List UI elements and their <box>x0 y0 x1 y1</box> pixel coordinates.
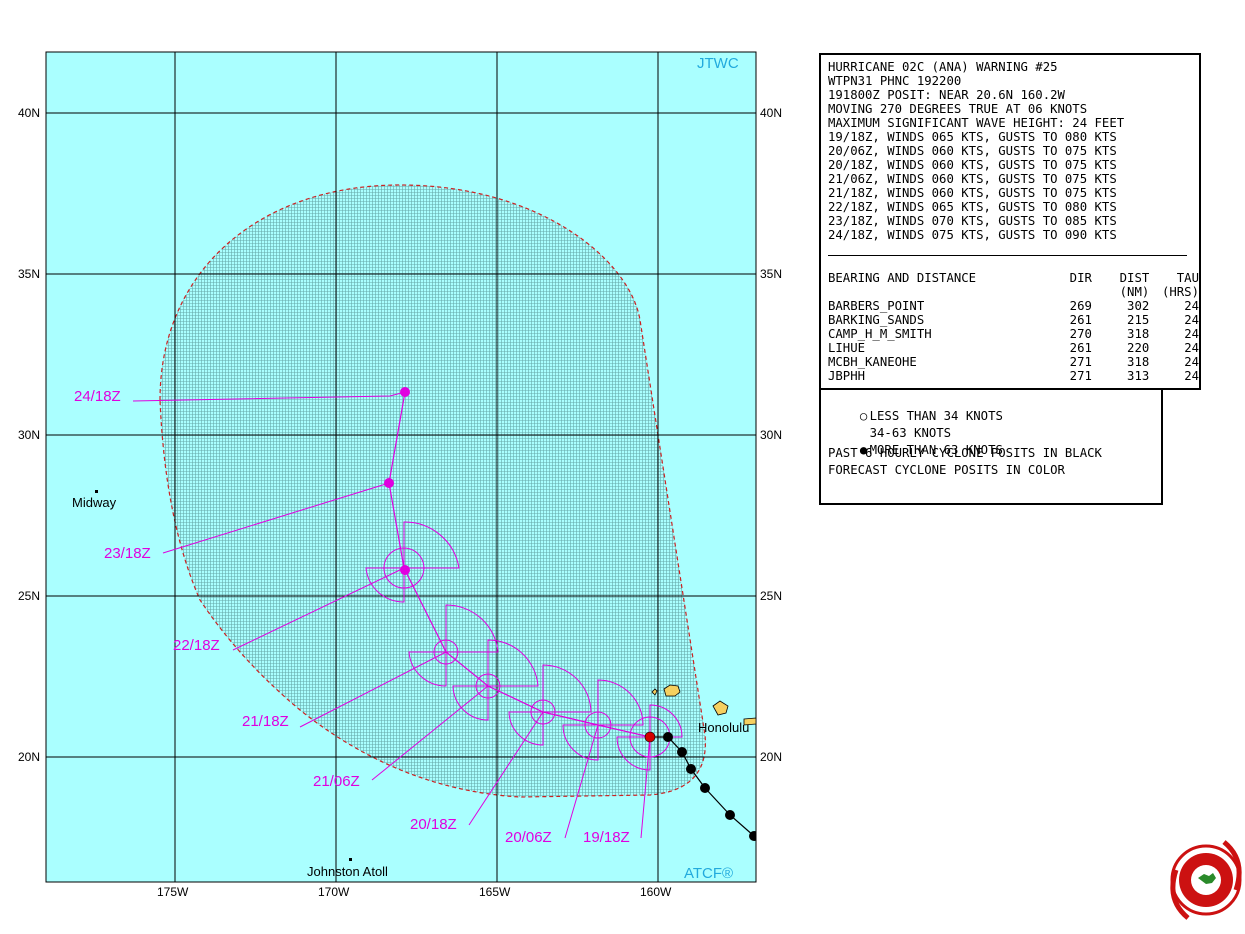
bearing-location: LIHUE <box>828 341 1058 355</box>
bearing-row: CAMP_H_M_SMITH 270 318 24 <box>828 327 1199 341</box>
pos-241800 <box>400 387 410 397</box>
lat-label-30n: 30N <box>18 428 40 442</box>
bearing-dir: 261 <box>1058 313 1092 327</box>
legend-note-forecast: FORECAST CYCLONE POSITS IN COLOR <box>828 463 1065 477</box>
fcst-label-231800: 23/18Z <box>104 545 151 562</box>
org-label: JTWC <box>697 55 739 72</box>
bearing-dir: 261 <box>1058 341 1092 355</box>
bearing-dist: 215 <box>1092 313 1149 327</box>
bearing-dist: 313 <box>1092 369 1149 383</box>
bearing-location: BARBERS_POINT <box>828 299 1058 313</box>
bearing-tau: 24 <box>1149 355 1199 369</box>
midway-marker <box>95 490 98 493</box>
fcst-label-210600: 21/06Z <box>313 773 360 790</box>
place-midway: Midway <box>72 495 117 510</box>
bearing-dir: 269 <box>1058 299 1092 313</box>
lon-label-165w: 165W <box>479 885 511 899</box>
lat-label-right-40n: 40N <box>760 106 782 120</box>
header-bearing: BEARING AND DISTANCE <box>828 271 1058 285</box>
place-honolulu: Honolulu <box>698 720 749 735</box>
wind-forecast-row: 21/06Z, WINDS 060 KTS, GUSTS TO 075 KTS <box>828 172 1117 186</box>
pos-231800 <box>384 478 394 488</box>
warning-wave-height: MAXIMUM SIGNIFICANT WAVE HEIGHT: 24 FEET <box>828 116 1124 130</box>
lon-label-175w: 175W <box>157 885 189 899</box>
bearing-dist: 318 <box>1092 355 1149 369</box>
lat-label-right-35n: 35N <box>760 267 782 281</box>
jtwc-seal <box>1172 842 1240 918</box>
bearing-dir: 271 <box>1058 355 1092 369</box>
bearing-location: BARKING_SANDS <box>828 313 1058 327</box>
header-dir: DIR <box>1058 271 1092 285</box>
fcst-label-221800: 22/18Z <box>173 637 220 654</box>
lat-label-25n: 25N <box>18 589 40 603</box>
bearing-row: JBPHH 271 313 24 <box>828 369 1199 383</box>
warning-header: WTPN31 PHNC 192200 <box>828 74 961 88</box>
lon-label-170w: 170W <box>318 885 350 899</box>
lat-label-right-20n: 20N <box>760 750 782 764</box>
legend-panel: ○ LESS THAN 34 KNOTS 𝒼34-63 KNOTS ● MORE T… <box>819 390 1163 505</box>
bearing-location: MCBH_KANEOHE <box>828 355 1058 369</box>
bearing-row: LIHUE 261 220 24 <box>828 341 1199 355</box>
wind-forecast-row: 23/18Z, WINDS 070 KTS, GUSTS TO 085 KTS <box>828 214 1117 228</box>
lon-label-160w: 160W <box>640 885 672 899</box>
warning-position: 191800Z POSIT: NEAR 20.6N 160.2W <box>828 88 1065 102</box>
wind-forecast-row: 24/18Z, WINDS 075 KTS, GUSTS TO 090 KTS <box>828 228 1117 242</box>
lat-label-35n: 35N <box>18 267 40 281</box>
wind-forecast-row: 21/18Z, WINDS 060 KTS, GUSTS TO 075 KTS <box>828 186 1117 200</box>
wind-forecast-row: 20/06Z, WINDS 060 KTS, GUSTS TO 075 KTS <box>828 144 1117 158</box>
bearing-tau: 24 <box>1149 299 1199 313</box>
warning-info-panel: HURRICANE 02C (ANA) WARNING #25 WTPN31 P… <box>819 53 1201 390</box>
bearing-header-row: BEARING AND DISTANCE DIR DIST TAU <box>828 271 1199 285</box>
bearing-tau: 24 <box>1149 313 1199 327</box>
bearing-dist: 220 <box>1092 341 1149 355</box>
bearing-location: CAMP_H_M_SMITH <box>828 327 1058 341</box>
pos-221800 <box>400 565 410 575</box>
bearing-dir: 271 <box>1058 369 1092 383</box>
bearing-row: MCBH_KANEOHE 271 318 24 <box>828 355 1199 369</box>
bearing-dir: 270 <box>1058 327 1092 341</box>
bearing-tau: 24 <box>1149 341 1199 355</box>
info-divider <box>828 255 1187 256</box>
units-tau: (HRS) <box>1149 285 1199 299</box>
johnston-atoll-marker <box>349 858 352 861</box>
bearing-row: BARBERS_POINT 269 302 24 <box>828 299 1199 313</box>
header-tau: TAU <box>1149 271 1199 285</box>
fcst-label-200600: 20/06Z <box>505 829 552 846</box>
fcst-label-191800: 19/18Z <box>583 829 630 846</box>
fcst-label-211800: 21/18Z <box>242 713 289 730</box>
bearing-tau: 24 <box>1149 369 1199 383</box>
legend-note-past: PAST 6 HOURLY CYCLONE POSITS IN BLACK <box>828 446 1102 460</box>
fcst-label-241800: 24/18Z <box>74 388 121 405</box>
bearing-tau: 24 <box>1149 327 1199 341</box>
bearing-dist: 318 <box>1092 327 1149 341</box>
bearing-row: BARKING_SANDS 261 215 24 <box>828 313 1199 327</box>
lat-label-right-30n: 30N <box>760 428 782 442</box>
warning-movement: MOVING 270 DEGREES TRUE AT 06 KNOTS <box>828 102 1087 116</box>
bearing-dist: 302 <box>1092 299 1149 313</box>
lat-label-right-25n: 25N <box>760 589 782 603</box>
lat-label-20n: 20N <box>18 750 40 764</box>
warning-title: HURRICANE 02C (ANA) WARNING #25 <box>828 60 1058 74</box>
bearing-units-row: (NM) (HRS) <box>828 285 1199 299</box>
current-position <box>645 732 655 742</box>
wind-forecast-row: 20/18Z, WINDS 060 KTS, GUSTS TO 075 KTS <box>828 158 1117 172</box>
source-label: ATCF® <box>684 865 733 882</box>
bearing-distance-table: BEARING AND DISTANCE DIR DIST TAU (NM) (… <box>828 271 1199 383</box>
header-dist: DIST <box>1092 271 1149 285</box>
units-dist: (NM) <box>1092 285 1149 299</box>
fcst-label-201800: 20/18Z <box>410 816 457 833</box>
bearing-location: JBPHH <box>828 369 1058 383</box>
lat-label-40n: 40N <box>18 106 40 120</box>
place-johnston-atoll: Johnston Atoll <box>307 864 388 879</box>
wind-forecast-row: 19/18Z, WINDS 065 KTS, GUSTS TO 080 KTS <box>828 130 1117 144</box>
wind-forecast-row: 22/18Z, WINDS 065 KTS, GUSTS TO 080 KTS <box>828 200 1117 214</box>
